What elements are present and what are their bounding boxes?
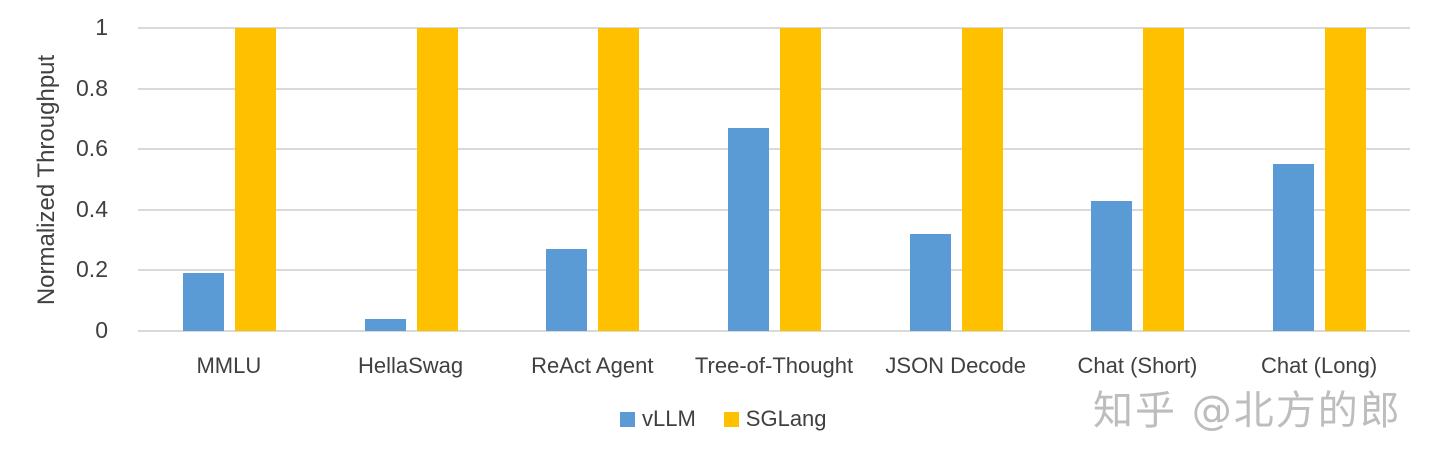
plot-area — [138, 27, 1410, 332]
x-tick-label: Chat (Short) — [1077, 353, 1198, 378]
bar-vllm — [728, 128, 769, 331]
y-tick-label: 0.2 — [76, 256, 108, 283]
x-tick-label: MMLU — [196, 353, 262, 378]
legend-item: vLLM — [620, 406, 696, 432]
gridline — [138, 269, 1410, 272]
bar-vllm — [546, 249, 588, 331]
x-tick-label: HellaSwag — [357, 353, 464, 378]
legend-label: SGLang — [745, 406, 827, 431]
bar-vllm — [909, 234, 951, 331]
x-tick-label: JSON Decode — [885, 353, 1027, 378]
x-tick-label: Chat (Long) — [1261, 353, 1378, 378]
bar-sglang — [780, 28, 821, 331]
y-axis-label: Normalized Throughput — [33, 54, 60, 306]
y-tick-label: 0.4 — [76, 195, 108, 222]
bar-sglang — [1325, 28, 1367, 331]
y-tick-label: 0 — [95, 317, 108, 343]
bar-sglang — [416, 28, 458, 331]
bar-sglang — [1143, 28, 1185, 331]
legend-swatch — [620, 411, 635, 427]
bar-vllm — [1091, 200, 1133, 331]
y-tick-label: 0.8 — [76, 74, 108, 101]
x-tick-label: ReAct Agent — [531, 353, 654, 378]
bar-vllm — [1273, 164, 1315, 331]
bar-sglang — [234, 28, 276, 331]
bar-sglang — [598, 28, 640, 331]
legend-label: vLLM — [642, 406, 696, 431]
y-tick-label: 1 — [95, 14, 108, 40]
gridline — [138, 148, 1410, 151]
gridline — [138, 27, 1410, 29]
bar-vllm — [182, 273, 224, 331]
gridline — [138, 330, 1410, 332]
bar-sglang — [961, 28, 1003, 331]
watermark: 知乎 @北方的郎 — [1093, 388, 1402, 434]
y-tick-label: 0.6 — [76, 135, 108, 162]
gridline — [138, 87, 1410, 90]
bar-vllm — [364, 318, 406, 331]
legend-item: SGLang — [723, 406, 827, 432]
gridline — [138, 208, 1410, 211]
x-tick-label: Tree-of-Thought — [694, 353, 854, 378]
legend-swatch — [723, 411, 739, 427]
legend: vLLM SGLang — [620, 406, 855, 432]
